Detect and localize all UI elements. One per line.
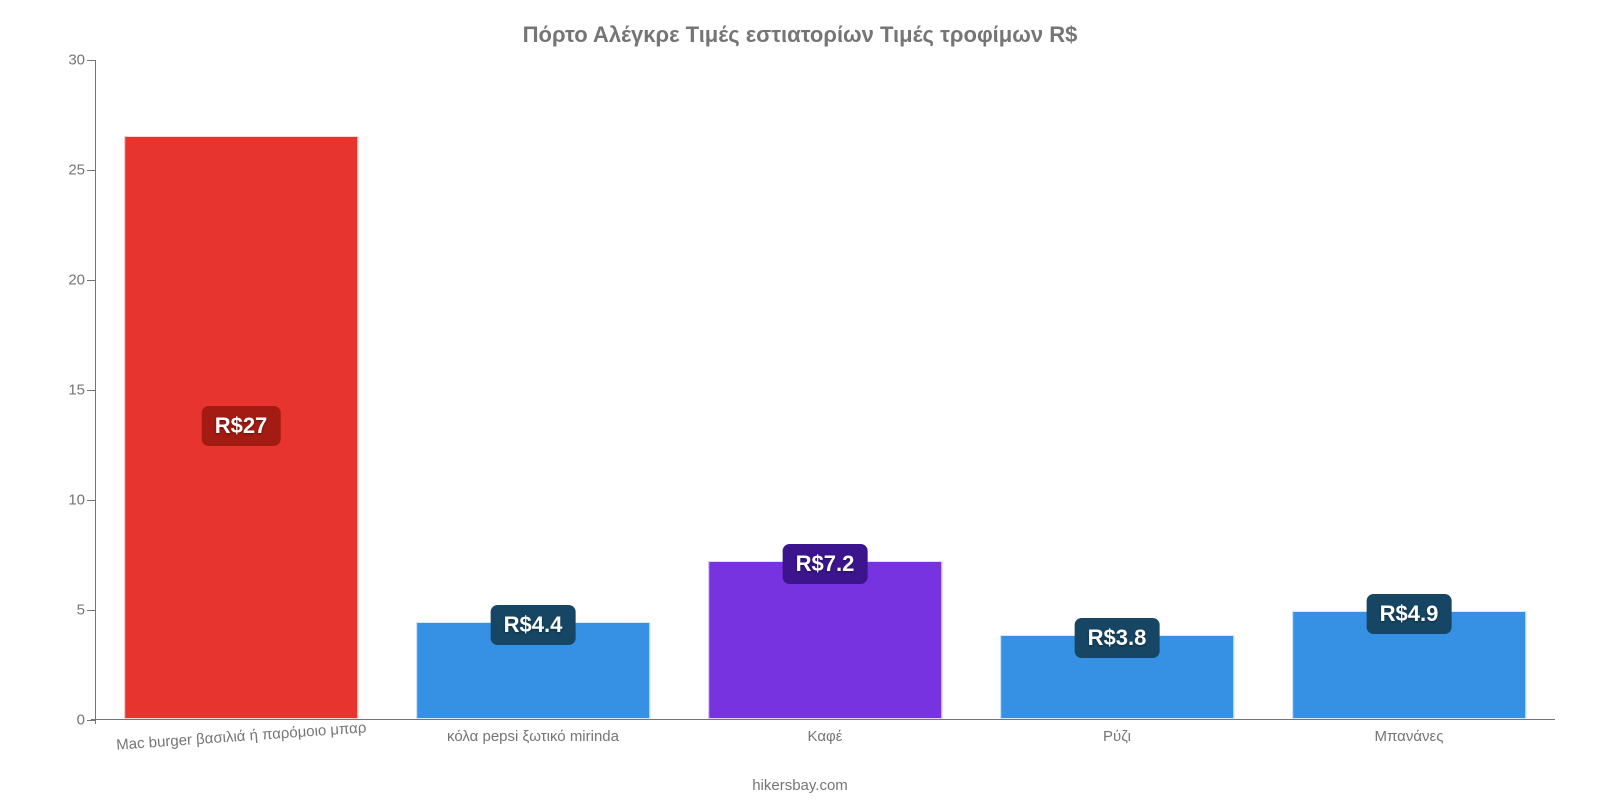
bar-slot: R$27Mac burger βασιλιά ή παρόμοιο μπαρ	[95, 60, 387, 720]
bars-container: R$27Mac burger βασιλιά ή παρόμοιο μπαρR$…	[95, 60, 1555, 720]
y-tick-mark	[87, 60, 95, 61]
y-tick-mark	[87, 720, 95, 721]
x-category-label: κόλα pepsi ξωτικό mirinda	[447, 720, 619, 745]
x-category-label: Μπανάνες	[1375, 720, 1444, 745]
bar-value-label: R$7.2	[783, 544, 868, 584]
chart-title: Πόρτο Αλέγκρε Τιμές εστιατορίων Τιμές τρ…	[0, 0, 1600, 48]
bar-value-label: R$4.9	[1367, 594, 1452, 634]
plot-area: R$27Mac burger βασιλιά ή παρόμοιο μπαρR$…	[95, 60, 1555, 720]
y-tick-mark	[87, 280, 95, 281]
bar-slot: R$4.4κόλα pepsi ξωτικό mirinda	[387, 60, 679, 720]
y-tick-mark	[87, 610, 95, 611]
price-bar-chart: Πόρτο Αλέγκρε Τιμές εστιατορίων Τιμές τρ…	[0, 0, 1600, 800]
y-tick-mark	[87, 500, 95, 501]
bar-value-label: R$4.4	[491, 605, 576, 645]
bar-slot: R$3.8Ρύζι	[971, 60, 1263, 720]
x-category-label: Ρύζι	[1103, 720, 1131, 745]
y-tick-mark	[87, 170, 95, 171]
x-category-label: Καφέ	[808, 720, 843, 745]
bar-value-label: R$27	[202, 406, 281, 446]
source-text: hikersbay.com	[0, 777, 1600, 794]
bar-slot: R$7.2Καφέ	[679, 60, 971, 720]
y-tick-mark	[87, 390, 95, 391]
bar	[708, 561, 942, 719]
bar-slot: R$4.9Μπανάνες	[1263, 60, 1555, 720]
bar-value-label: R$3.8	[1075, 618, 1160, 658]
